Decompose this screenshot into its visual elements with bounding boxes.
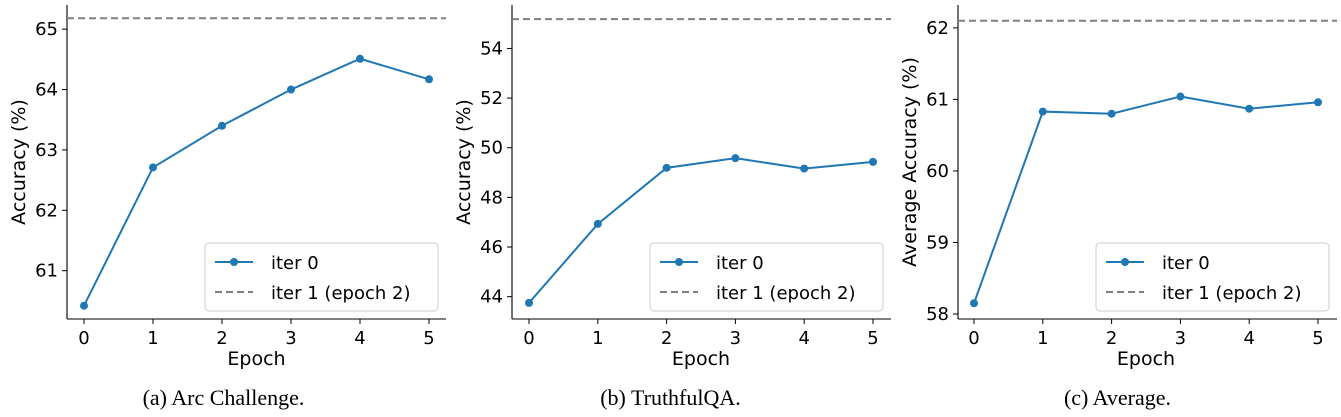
legend-box — [204, 242, 439, 312]
data-point — [1245, 104, 1254, 113]
chart-svg: 0 1 2 3 4 5 61 62 63 64 65 Epoch Accuracy (%) iter 0 i… — [8, 5, 446, 370]
chart-svg: 0 1 2 3 4 5 44 46 48 50 52 54 Epoch Accuracy (%) iter … — [453, 5, 891, 370]
series-line-iter-0 — [973, 95, 1319, 304]
y-tick-label: 65 — [35, 19, 58, 40]
legend-label-iter-1: iter 1 (epoch 2) — [271, 283, 410, 304]
y-axis-label: Accuracy (%) — [453, 99, 475, 225]
y-axis-label: Average Accuracy (%) — [899, 57, 921, 267]
y-axis-label: Accuracy (%) — [8, 99, 30, 225]
chart-panel-average: 0 1 2 3 4 5 58 59 60 61 62 Epoch Average Accuracy (%… — [894, 0, 1341, 417]
legend-label-iter-1: iter 1 (epoch 2) — [1162, 283, 1301, 304]
x-tick-label: 2 — [216, 328, 227, 349]
series-line-iter-0 — [83, 57, 430, 307]
x-tick-label: 4 — [798, 328, 809, 349]
y-tick-label: 46 — [480, 237, 503, 258]
y-tick-label: 60 — [926, 161, 949, 182]
data-point — [80, 301, 88, 310]
y-tick-label: 58 — [926, 304, 949, 325]
legend-label-iter-0: iter 0 — [271, 253, 319, 274]
data-point — [593, 219, 602, 228]
x-tick-label: 2 — [661, 328, 672, 349]
x-tick-label: 3 — [1175, 328, 1186, 349]
y-tick-label: 64 — [35, 80, 58, 101]
y-tick-label: 54 — [480, 38, 503, 59]
y-tick-label: 52 — [480, 88, 503, 109]
data-point — [970, 299, 978, 308]
x-tick-label: 5 — [423, 328, 434, 349]
x-tick-label: 0 — [968, 328, 979, 349]
x-tick-label: 5 — [1312, 328, 1323, 349]
legend-box — [1095, 242, 1330, 312]
chart-panel-truthfulqa: 0 1 2 3 4 5 44 46 48 50 52 54 Epoch Accuracy (%) iter … — [447, 0, 894, 417]
y-tick-label: 44 — [480, 287, 503, 308]
legend-marker-iter-0 — [1121, 258, 1129, 266]
data-point — [149, 163, 157, 172]
x-tick-label: 4 — [1243, 328, 1254, 349]
y-tick-label: 50 — [480, 138, 503, 159]
y-tick-label: 62 — [926, 18, 949, 39]
x-tick-label: 1 — [592, 328, 603, 349]
data-point — [425, 75, 433, 84]
x-axis-label: Epoch — [227, 348, 285, 370]
data-point — [731, 154, 740, 163]
x-tick-label: 5 — [867, 328, 878, 349]
y-tick-label: 63 — [35, 140, 58, 161]
data-point — [1107, 109, 1116, 118]
chart-caption: (a) Arc Challenge. — [142, 385, 305, 410]
x-tick-label: 4 — [354, 328, 365, 349]
legend-label-iter-0: iter 0 — [716, 253, 764, 274]
legend-label-iter-1: iter 1 (epoch 2) — [716, 283, 855, 304]
y-tick-label: 62 — [35, 200, 58, 221]
data-point — [525, 298, 533, 307]
y-tick-label: 48 — [480, 187, 503, 208]
x-tick-label: 1 — [147, 328, 158, 349]
x-axis-label: Epoch — [672, 348, 730, 370]
data-point — [1038, 107, 1047, 116]
data-point — [800, 164, 809, 173]
x-tick-label: 1 — [1037, 328, 1048, 349]
y-tick-label: 61 — [926, 89, 949, 110]
y-tick-label: 61 — [35, 261, 58, 282]
data-point — [1176, 92, 1185, 101]
x-axis-label: Epoch — [1117, 348, 1175, 370]
chart-panel-arc-challenge: 0 1 2 3 4 5 61 62 63 64 65 Epoch Accuracy (%) iter 0 i… — [0, 0, 447, 417]
x-tick-label: 2 — [1106, 328, 1117, 349]
x-tick-label: 0 — [78, 328, 89, 349]
data-point — [869, 157, 877, 166]
data-point — [218, 121, 226, 130]
chart-caption: (c) Average. — [1063, 385, 1172, 410]
data-point — [356, 54, 364, 63]
x-tick-label: 3 — [285, 328, 296, 349]
y-tick-label: 59 — [926, 232, 949, 253]
data-point — [287, 85, 295, 94]
legend-marker-iter-0 — [675, 258, 683, 266]
legend-marker-iter-0 — [230, 258, 238, 266]
data-point — [662, 163, 671, 172]
legend-box — [649, 242, 884, 312]
x-tick-label: 3 — [730, 328, 741, 349]
chart-svg: 0 1 2 3 4 5 58 59 60 61 62 Epoch Average Accuracy (%… — [899, 5, 1337, 370]
chart-caption: (b) TruthfulQA. — [600, 385, 741, 410]
series-line-iter-0 — [528, 157, 874, 304]
x-tick-label: 0 — [523, 328, 534, 349]
data-point — [1314, 98, 1322, 107]
legend-label-iter-0: iter 0 — [1162, 253, 1210, 274]
